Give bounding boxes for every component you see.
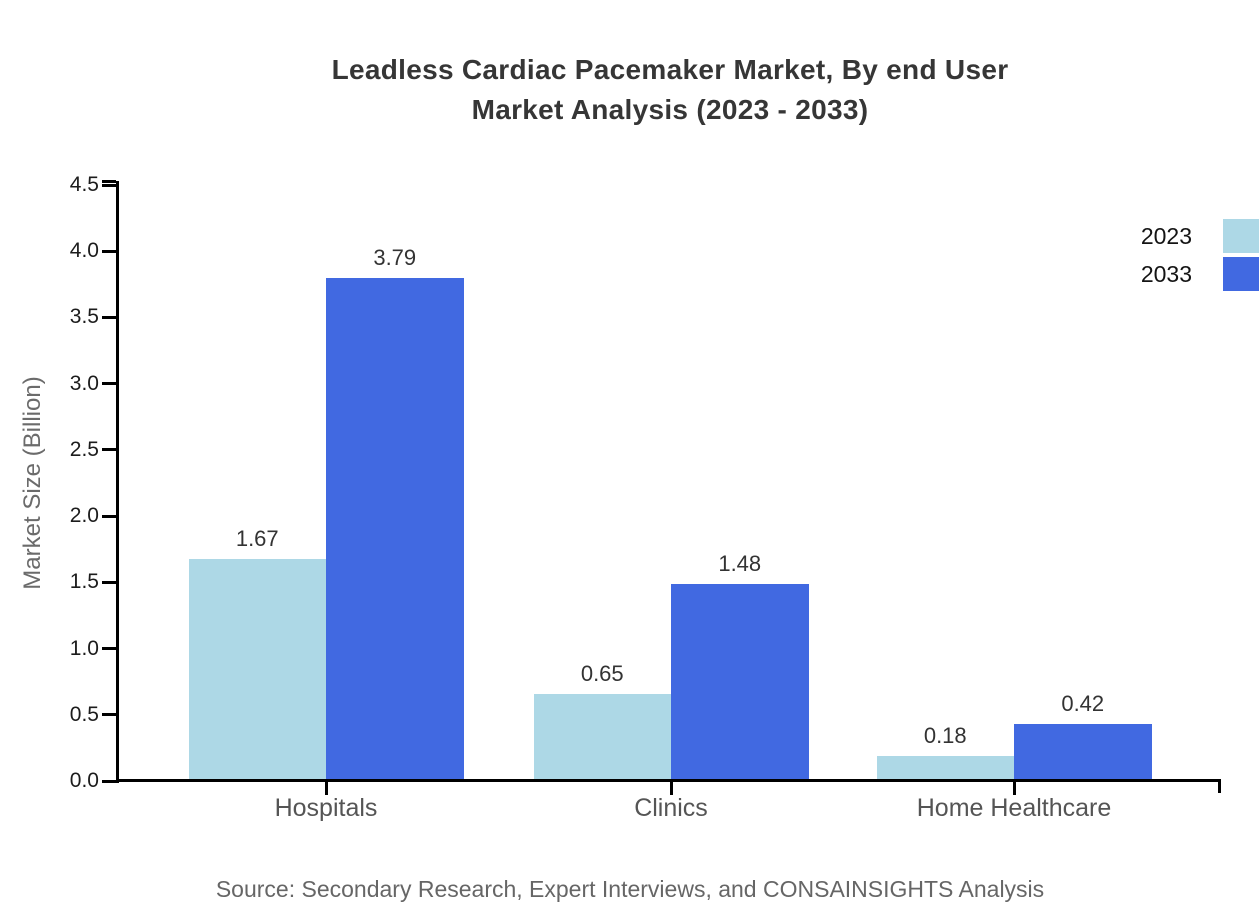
chart-title-line1: Leadless Cardiac Pacemaker Market, By en…	[331, 54, 1009, 85]
y-tick-label: 0.0	[69, 769, 99, 792]
category-label-hospitals: Hospitals	[274, 794, 378, 822]
x-axis-line	[116, 779, 1221, 782]
x-axis-end-cap	[1218, 779, 1221, 793]
legend-swatch-2033	[1223, 257, 1259, 291]
y-tick-label: 2.0	[69, 504, 99, 528]
bar-2023-hospitals	[188, 558, 326, 780]
bar-value-label: 0.42	[1061, 691, 1105, 717]
x-tick-mark	[1012, 782, 1016, 795]
y-tick-label: 2.5	[69, 437, 99, 461]
y-tick-mark	[102, 580, 116, 584]
y-axis-end-cap	[102, 180, 116, 183]
y-axis-title: Market Size (Billion)	[19, 376, 46, 590]
y-tick-mark	[102, 779, 116, 783]
y-tick-label: 1.5	[69, 570, 99, 594]
bar-value-label: 0.18	[923, 723, 967, 749]
legend-swatch-2023	[1223, 219, 1259, 253]
legend-label-2023: 2023	[1140, 222, 1192, 249]
y-tick-mark	[102, 647, 116, 651]
y-tick-mark	[102, 249, 116, 253]
y-tick-mark	[102, 382, 116, 386]
y-tick-label: 4.5	[69, 173, 99, 196]
y-tick-label: 0.5	[69, 702, 99, 726]
x-tick-mark	[669, 782, 673, 795]
bar-2023-clinics	[533, 693, 671, 780]
y-tick-mark	[102, 713, 116, 717]
bar-value-label: 1.67	[235, 525, 279, 551]
chart-title: Leadless Cardiac Pacemaker Market, By en…	[140, 50, 1200, 130]
y-tick-mark	[102, 448, 116, 452]
legend-row-2033: 2033	[1141, 257, 1259, 291]
category-label-home-healthcare: Home Healthcare	[916, 794, 1112, 822]
bar-2033-clinics	[671, 583, 809, 780]
y-tick-label: 4.0	[69, 239, 99, 263]
source-note: Source: Secondary Research, Expert Inter…	[215, 876, 1045, 902]
bar-value-label: 0.65	[580, 660, 624, 686]
legend-row-2023: 2023	[1141, 219, 1259, 253]
legend-label-2033: 2033	[1140, 260, 1192, 287]
bar-2033-hospitals	[326, 278, 464, 780]
bar-2033-home-healthcare	[1014, 724, 1152, 780]
bar-value-label: 3.79	[373, 245, 417, 271]
y-tick-mark	[102, 514, 116, 518]
bar-value-label: 1.48	[718, 550, 762, 576]
y-tick-mark	[102, 183, 116, 187]
chart-title-line2: Market Analysis (2023 - 2033)	[471, 94, 869, 125]
y-tick-label: 3.5	[69, 305, 99, 329]
x-tick-mark	[324, 782, 328, 795]
y-tick-label: 1.0	[69, 636, 99, 660]
y-axis-line	[116, 181, 119, 783]
bar-2023-home-healthcare	[876, 756, 1014, 780]
y-tick-label: 3.0	[69, 371, 99, 395]
y-tick-mark	[102, 315, 116, 319]
category-label-clinics: Clinics	[634, 794, 708, 822]
legend: 2023 2033	[1141, 219, 1259, 295]
